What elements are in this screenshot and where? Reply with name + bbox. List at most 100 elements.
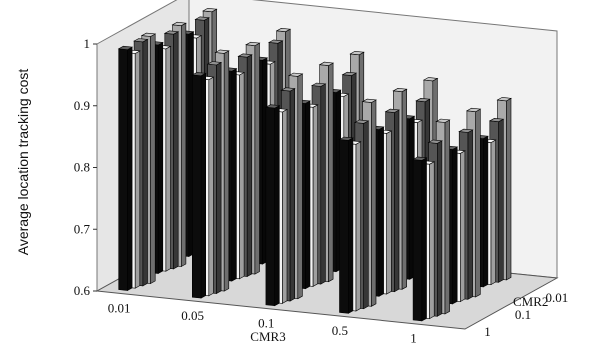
bar-side-face: [200, 72, 206, 299]
bar-top-face: [275, 27, 292, 33]
bar-front-face: [339, 139, 349, 314]
bar-side-face: [371, 99, 377, 307]
y-tick-label: 0.9: [74, 98, 90, 113]
bar-top-face: [392, 87, 408, 93]
bar-side-face: [421, 157, 427, 322]
bar-side-face: [297, 73, 303, 300]
bar-side-face: [386, 130, 392, 295]
x-tick-label: 0.05: [181, 308, 204, 323]
z-tick-label: 1: [484, 324, 491, 339]
bar-top-face: [412, 156, 428, 161]
bar-side-face: [208, 76, 214, 297]
bar-side-face: [223, 50, 230, 292]
bar-top-face: [163, 30, 180, 35]
bar-top-face: [311, 82, 327, 87]
bar-top-face: [288, 72, 304, 77]
bar-side-face: [378, 126, 384, 297]
y-tick-label: 0.8: [74, 160, 90, 175]
bar: [117, 45, 134, 292]
bar-top-face: [465, 107, 482, 113]
bar-top-face: [237, 53, 253, 58]
x-axis-ticks: 0.01 0.05 0.1 0.5 1: [108, 300, 417, 345]
bar-side-face: [328, 62, 334, 283]
bar-side-face: [459, 150, 466, 303]
bar-side-face: [173, 31, 179, 270]
x-tick-label: 1: [410, 331, 417, 346]
bar-top-face: [338, 136, 354, 141]
bar-top-face: [415, 97, 431, 103]
bar-top-face: [488, 117, 505, 123]
bar-top-face: [133, 38, 149, 43]
z-tick-label: 0.1: [515, 307, 531, 322]
bar-side-face: [246, 54, 253, 278]
z-axis-ticks: 1 0.1 0.01: [484, 290, 568, 339]
bar-top-face: [264, 104, 281, 109]
bar-side-face: [475, 108, 481, 298]
bar-top-face: [140, 32, 157, 37]
bar-side-face: [216, 61, 222, 295]
bar-top-face: [458, 128, 474, 133]
bar-side-face: [181, 22, 187, 268]
bar-top-face: [214, 49, 230, 54]
bar-top-face: [384, 108, 400, 113]
bar-side-face: [305, 100, 311, 290]
bar-side-face: [467, 129, 473, 300]
bar-side-face: [254, 42, 260, 275]
bar-side-face: [157, 41, 164, 275]
bar-front-face: [412, 159, 423, 322]
bar-side-face: [482, 135, 489, 288]
y-axis-label: Average location tracking cost: [15, 69, 31, 256]
x-tick-label: 0.1: [258, 315, 274, 330]
bar-top-face: [427, 139, 443, 144]
bar-top-face: [194, 16, 210, 21]
bar-side-face: [320, 83, 326, 285]
bar-side-face: [127, 46, 133, 292]
bar-side-face: [444, 119, 450, 315]
bar-top-face: [318, 61, 335, 66]
x-axis-label: CMR3: [250, 329, 285, 344]
bar-top-face: [341, 71, 358, 76]
bar-side-face: [231, 68, 237, 282]
bar-side-face: [355, 141, 361, 312]
bar: [264, 104, 281, 307]
bar-side-face: [150, 33, 156, 285]
bar-top-face: [191, 72, 207, 77]
bars: [117, 7, 512, 322]
bar-side-face: [165, 45, 171, 272]
bar-top-face: [268, 39, 284, 44]
bar-side-face: [312, 104, 319, 287]
bar-top-face: [435, 118, 451, 123]
bar-side-face: [429, 161, 435, 320]
bar-side-face: [490, 139, 496, 286]
bar-top-face: [202, 7, 218, 13]
bar-top-face: [353, 119, 370, 124]
bar-top-face: [171, 21, 187, 27]
x-tick-label: 0.01: [108, 300, 131, 315]
bar-side-face: [134, 50, 141, 289]
bar-top-face: [245, 41, 261, 47]
bar-top-face: [280, 87, 296, 92]
bar-side-face: [394, 109, 400, 293]
z-axis-label: CMR2: [513, 294, 548, 309]
bar-side-face: [452, 146, 458, 305]
y-tick-label: 0.7: [74, 221, 91, 236]
bar-side-face: [274, 105, 280, 307]
bar-side-face: [142, 38, 148, 287]
bar-side-face: [506, 97, 512, 281]
y-axis-ticks: 0.6 0.7 0.8 0.9 1: [74, 36, 97, 298]
bar: [191, 72, 207, 299]
y-tick-label: 0.6: [74, 283, 91, 298]
bar-top-face: [422, 77, 439, 82]
bar-top-face: [361, 98, 377, 103]
bar: [412, 156, 428, 322]
bar-top-face: [117, 45, 134, 51]
bar-front-face: [118, 48, 128, 291]
x-tick-label: 0.5: [332, 323, 348, 338]
bar-side-face: [401, 88, 408, 290]
bar-side-face: [498, 118, 504, 283]
bar-front-face: [192, 74, 202, 299]
bar-side-face: [436, 140, 443, 317]
y-tick-label: 1: [84, 36, 91, 51]
